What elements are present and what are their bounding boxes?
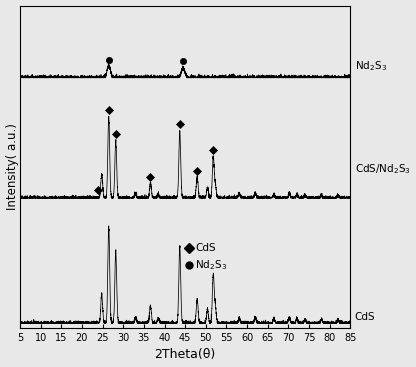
Text: CdS: CdS <box>196 243 216 253</box>
Text: Nd$_2$S$_3$: Nd$_2$S$_3$ <box>354 59 386 73</box>
Text: CdS/Nd$_2$S$_3$: CdS/Nd$_2$S$_3$ <box>354 162 411 176</box>
Text: CdS: CdS <box>354 312 375 323</box>
Text: Nd$_2$S$_3$: Nd$_2$S$_3$ <box>196 259 228 272</box>
Y-axis label: Intensity( a.u.): Intensity( a.u.) <box>5 123 19 210</box>
X-axis label: 2Theta(θ): 2Theta(θ) <box>154 348 216 361</box>
